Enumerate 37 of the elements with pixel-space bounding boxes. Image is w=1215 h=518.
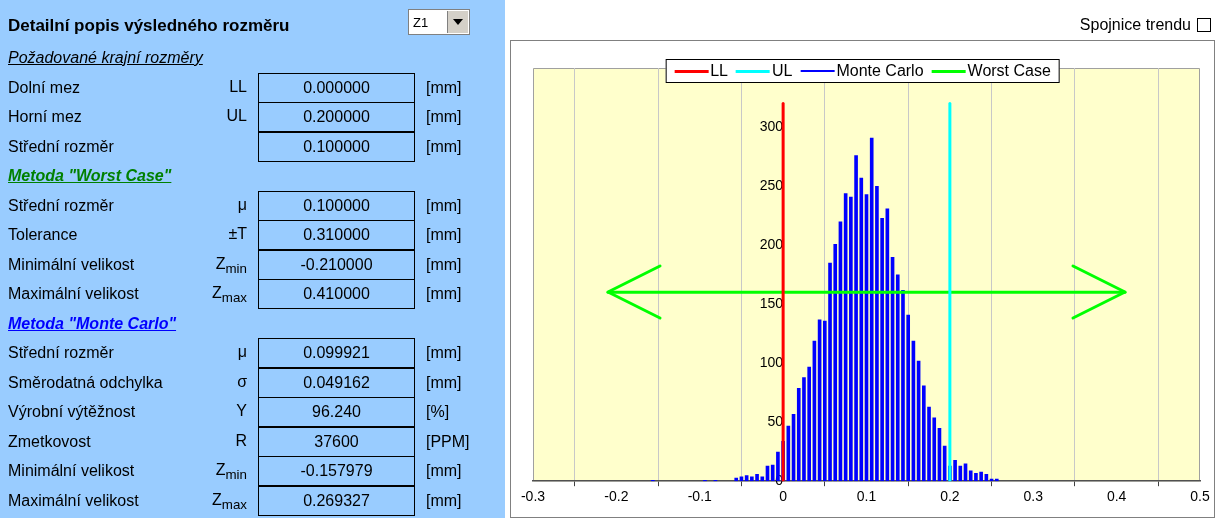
x-tick-label: 0.3	[1023, 488, 1044, 505]
text: Maximální velikost Z$_{max}$ 0.410000 [mm]	[8, 284, 462, 306]
text: Z1	[413, 15, 429, 30]
text: Tolerance ±T 0.310000 [mm]	[8, 225, 462, 243]
x-tick-label: 0.2	[940, 488, 960, 505]
text: Výrobní výtěžnost Y 96.240 [%]	[8, 402, 450, 420]
text: Požadované krajní rozměry	[8, 49, 203, 67]
legend-label: LL	[710, 62, 728, 80]
x-tick-label: -0.3	[520, 488, 546, 505]
y-tick-label: 200	[759, 235, 784, 252]
y-tick-label: 300	[759, 117, 784, 134]
text: Zmetkovost R 37600 [PPM]	[8, 431, 470, 450]
text: Horní mez UL 0.200000 [mm]	[8, 107, 462, 125]
legend-label: Worst Case	[967, 62, 1051, 80]
text: Maximální velikost Z$_{max}$ 0.269327 [mm]	[8, 490, 462, 512]
text: Detailní popis výsledného rozměru	[8, 16, 290, 36]
text: Dolní mez LL 0.000000 [mm]	[8, 77, 462, 96]
x-tick-label: 0.4	[1106, 488, 1127, 505]
y-tick-label: 50	[767, 413, 784, 430]
text: Minimální velikost Z$_{min}$ -0.157979 [mm]	[8, 461, 462, 483]
text: Směrodatná odchylka σ 0.049162 [mm]	[8, 372, 462, 391]
legend-label: UL	[771, 62, 793, 80]
legend-label: Monte Carlo	[836, 62, 924, 80]
text: Metoda "Worst Case"	[8, 167, 172, 185]
text: Minimální velikost Z$_{min}$ -0.210000 [mm]	[8, 254, 462, 276]
y-tick-label: 250	[759, 176, 784, 193]
text: Střední rozměr 0.100000 [mm]	[8, 137, 462, 155]
text: Střední rozměr μ 0.099921 [mm]	[8, 343, 462, 361]
x-tick-label: 0.1	[856, 488, 877, 505]
y-tick-label: 100	[759, 354, 784, 370]
x-tick-label: 0.5	[1190, 488, 1210, 505]
x-tick-label: -0.2	[604, 488, 629, 505]
x-tick-label: -0.1	[687, 488, 713, 505]
text: Metoda "Monte Carlo"	[8, 314, 177, 333]
text: Spojnice trendu	[1079, 16, 1191, 34]
text: Střední rozměr μ 0.100000 [mm]	[8, 195, 462, 214]
y-tick-label: 150	[759, 294, 784, 311]
